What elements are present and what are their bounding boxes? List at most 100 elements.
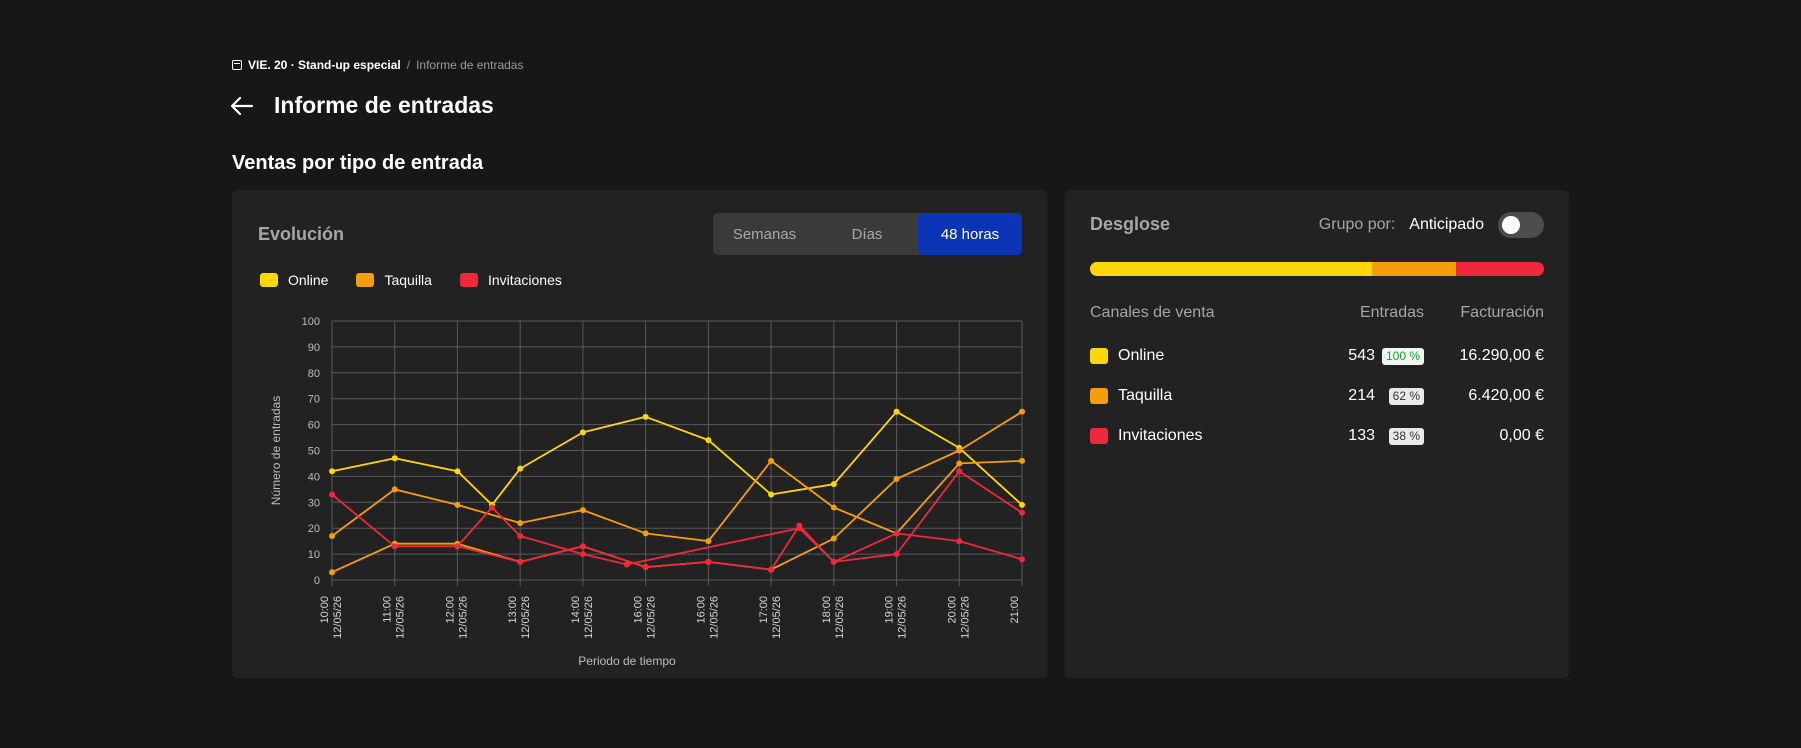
data-point xyxy=(642,564,649,571)
x-tick-label: 14:0012/05/26 xyxy=(570,596,595,639)
data-point xyxy=(768,491,775,498)
tab-semanas[interactable]: Semanas xyxy=(732,225,797,243)
data-point xyxy=(705,558,712,565)
series-line-taquilla xyxy=(331,410,1023,574)
breadcrumb-separator: / xyxy=(406,58,411,72)
y-axis-label: Número de entradas xyxy=(269,396,283,505)
data-point xyxy=(454,501,461,508)
data-point xyxy=(454,468,461,475)
data-point xyxy=(488,504,495,511)
breakdown-card: Desglose Grupo por: Anticipado Canales d… xyxy=(1065,190,1569,678)
x-tick-label: 19:0012/05/26 xyxy=(884,596,909,639)
data-point xyxy=(391,486,398,493)
x-tick-label: 16:0012/05/26 xyxy=(695,596,720,639)
chart-legend: Online Taquilla Invitaciones xyxy=(260,272,562,288)
y-tick-label: 100 xyxy=(302,316,320,328)
channel-name: Online xyxy=(1118,347,1165,364)
data-point xyxy=(329,468,335,475)
group-by-control: Grupo por: Anticipado xyxy=(1319,212,1544,238)
page-title: Informe de entradas xyxy=(274,92,494,118)
channel-name: Taquilla xyxy=(1118,387,1173,404)
channel-swatch xyxy=(1090,428,1108,444)
arrow-left-icon xyxy=(231,96,253,115)
evolution-title: Evolución xyxy=(258,224,345,244)
legend-item-taquilla[interactable]: Taquilla xyxy=(356,272,432,288)
legend-swatch xyxy=(356,273,375,287)
calendar-icon xyxy=(232,60,242,70)
channel-swatch xyxy=(1090,388,1108,404)
data-point xyxy=(329,532,335,539)
data-point xyxy=(391,455,398,462)
x-tick-label: 11:0012/05/26 xyxy=(382,596,407,639)
ticket-count: 543 xyxy=(1348,347,1375,364)
x-tick-label: 10:0012/05/26 xyxy=(319,596,344,639)
data-point xyxy=(830,504,837,511)
revenue-amount: 0,00 € xyxy=(1499,427,1544,444)
series-line-online xyxy=(331,410,1023,506)
bar-segment-taquilla xyxy=(1372,262,1456,276)
y-tick-label: 90 xyxy=(308,342,320,354)
y-tick-label: 80 xyxy=(308,368,320,380)
y-tick-label: 20 xyxy=(308,523,320,535)
toggle-knob xyxy=(1502,216,1520,234)
y-tick-label: 70 xyxy=(308,394,320,406)
data-point xyxy=(705,437,712,444)
legend-item-online[interactable]: Online xyxy=(260,272,328,288)
breakdown-table-header: Canales de venta Entradas Facturación xyxy=(1090,304,1544,324)
column-header-tickets: Entradas xyxy=(1359,304,1424,321)
data-point xyxy=(579,507,586,514)
x-tick-label: 18:0012/05/26 xyxy=(821,596,846,639)
x-tick-label: 16:0012/05/26 xyxy=(633,596,658,639)
y-tick-label: 40 xyxy=(308,471,320,483)
data-point xyxy=(830,558,837,565)
data-point xyxy=(1019,501,1025,508)
group-by-label: Grupo por: xyxy=(1318,216,1396,233)
legend-label: Taquilla xyxy=(384,272,432,288)
table-row: Taquilla 214 62 % 6.420,00 € xyxy=(1090,384,1544,408)
legend-swatch xyxy=(459,273,478,287)
back-button[interactable] xyxy=(230,94,254,118)
channel-name: Invitaciones xyxy=(1118,427,1203,444)
data-point xyxy=(956,538,963,545)
anticipado-toggle[interactable] xyxy=(1498,212,1544,238)
breadcrumb: VIE. 20 · Stand-up especial / Informe de… xyxy=(232,58,523,72)
ticket-count: 133 xyxy=(1348,427,1375,444)
page-header: Informe de entradas xyxy=(230,92,494,119)
bar-segment-online xyxy=(1090,262,1373,276)
data-point xyxy=(517,532,524,539)
x-tick-label: 13:0012/05/26 xyxy=(507,596,532,639)
percent-badge: 62 % xyxy=(1388,388,1424,405)
revenue-amount: 6.420,00 € xyxy=(1468,387,1544,404)
data-point xyxy=(329,569,335,576)
data-point xyxy=(623,561,630,568)
tab-dias[interactable]: Días xyxy=(851,225,883,243)
data-point xyxy=(796,525,803,532)
percent-badge: 38 % xyxy=(1388,428,1424,445)
y-tick-label: 0 xyxy=(314,575,320,587)
data-point xyxy=(642,530,649,537)
tab-48-horas[interactable]: 48 horas xyxy=(918,213,1022,255)
x-tick-label: 12:0012/05/26 xyxy=(444,596,469,639)
evolution-line-chart: 0 10 20 30 40 50 60 70 80 90 100 10:0012/05/26 11:00… xyxy=(269,316,1025,668)
series-line-taquilla xyxy=(331,459,1023,543)
channel-distribution-bar xyxy=(1090,262,1544,276)
data-point xyxy=(893,551,900,558)
data-point xyxy=(893,475,900,482)
data-point xyxy=(579,429,586,436)
x-tick-label: 17:0012/05/26 xyxy=(758,596,783,639)
data-point xyxy=(830,481,837,488)
data-point xyxy=(517,465,524,472)
x-tick-label: 20:0012/05/26 xyxy=(946,596,971,639)
breadcrumb-event-link[interactable]: VIE. 20 · Stand-up especial xyxy=(248,58,401,72)
data-point xyxy=(579,551,586,558)
data-point xyxy=(893,408,900,415)
data-point xyxy=(768,457,775,464)
revenue-amount: 16.290,00 € xyxy=(1459,347,1544,364)
evolution-card: Evolución Semanas Días 48 horas Online T… xyxy=(232,190,1047,678)
legend-label: Invitaciones xyxy=(487,272,562,288)
data-point xyxy=(830,535,837,542)
breadcrumb-current: Informe de entradas xyxy=(416,58,524,72)
legend-label: Online xyxy=(288,272,329,288)
data-point xyxy=(956,447,963,454)
legend-item-invitaciones[interactable]: Invitaciones xyxy=(459,272,562,288)
